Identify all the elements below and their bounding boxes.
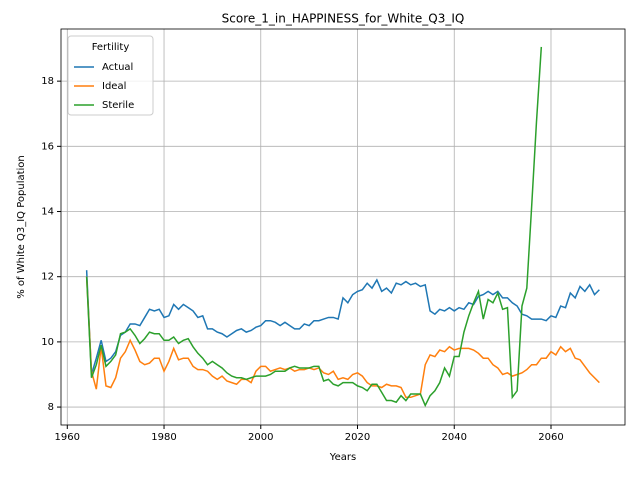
x-axis-label: Years (329, 452, 356, 463)
legend-label: Ideal (102, 81, 126, 92)
line-series (85, 276, 600, 399)
legend-box (67, 35, 154, 116)
y-tick-label: 8 (48, 402, 54, 413)
x-tick-label: 2060 (538, 432, 563, 443)
y-axis-label: % of White Q3_IQ Population (16, 155, 27, 299)
y-tick-label: 14 (41, 207, 54, 218)
legend-label: Actual (102, 62, 133, 73)
x-tick-label: 2020 (345, 432, 370, 443)
legend-title: Fertility (92, 42, 130, 53)
y-tick-label: 18 (41, 76, 54, 87)
x-tick-label: 1980 (151, 432, 176, 443)
legend-label: Sterile (102, 100, 134, 111)
line-series (85, 270, 600, 375)
x-tick-label: 2040 (442, 432, 467, 443)
line-series (85, 46, 543, 408)
y-tick-label: 12 (41, 272, 54, 283)
x-tick-label: 1960 (55, 432, 80, 443)
x-tick-label: 2000 (248, 432, 273, 443)
chart-title: Score_1_in_HAPPINESS_for_White_Q3_IQ (222, 12, 465, 26)
y-tick-label: 16 (41, 141, 54, 152)
plot-frame (60, 28, 626, 426)
y-tick-label: 10 (41, 337, 54, 348)
